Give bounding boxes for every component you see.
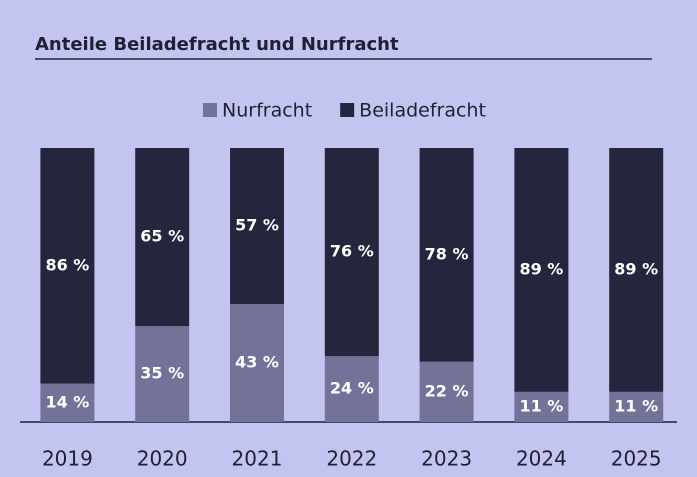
x-tick-label: 2024 xyxy=(516,447,567,471)
data-label: 14 % xyxy=(45,392,89,411)
bar-segment xyxy=(419,148,474,362)
data-label: 89 % xyxy=(614,259,658,278)
bar-segment xyxy=(324,356,379,422)
data-label: 24 % xyxy=(330,379,374,398)
data-label: 22 % xyxy=(425,381,469,400)
data-label: 11 % xyxy=(519,396,563,415)
legend-swatch xyxy=(340,103,355,117)
x-tick-label: 2025 xyxy=(611,447,662,471)
data-label: 11 % xyxy=(614,396,658,415)
bar-segment xyxy=(609,148,664,392)
legend-label: Beiladefracht xyxy=(359,100,486,122)
legend-swatch xyxy=(203,103,217,117)
x-tick-label: 2021 xyxy=(232,447,283,471)
bar-segment xyxy=(135,326,190,422)
legend-label: Nurfracht xyxy=(222,100,312,122)
bar-segment xyxy=(40,383,95,422)
data-label: 86 % xyxy=(45,255,89,274)
chart-title: Anteile Beiladefracht und Nurfracht xyxy=(35,34,399,55)
x-tick-label: 2023 xyxy=(421,447,472,471)
data-label: 78 % xyxy=(425,244,469,263)
data-label: 65 % xyxy=(140,227,184,246)
bar-segment xyxy=(40,148,95,384)
bar-segment xyxy=(609,391,664,422)
data-label: 89 % xyxy=(519,259,563,278)
data-label: 57 % xyxy=(235,216,279,235)
x-tick-label: 2020 xyxy=(137,447,188,471)
x-tick-label: 2019 xyxy=(42,447,93,471)
data-label: 35 % xyxy=(140,364,184,383)
x-tick-label: 2022 xyxy=(326,447,377,471)
bar-segment xyxy=(324,148,379,357)
bar-segment xyxy=(230,148,284,305)
data-label: 76 % xyxy=(330,242,374,261)
bar-segment xyxy=(230,304,284,422)
data-label: 43 % xyxy=(235,353,279,372)
bar-segment xyxy=(419,361,474,422)
bar-segment xyxy=(135,148,190,327)
bar-segment xyxy=(514,391,569,422)
bar-segment xyxy=(514,148,569,392)
